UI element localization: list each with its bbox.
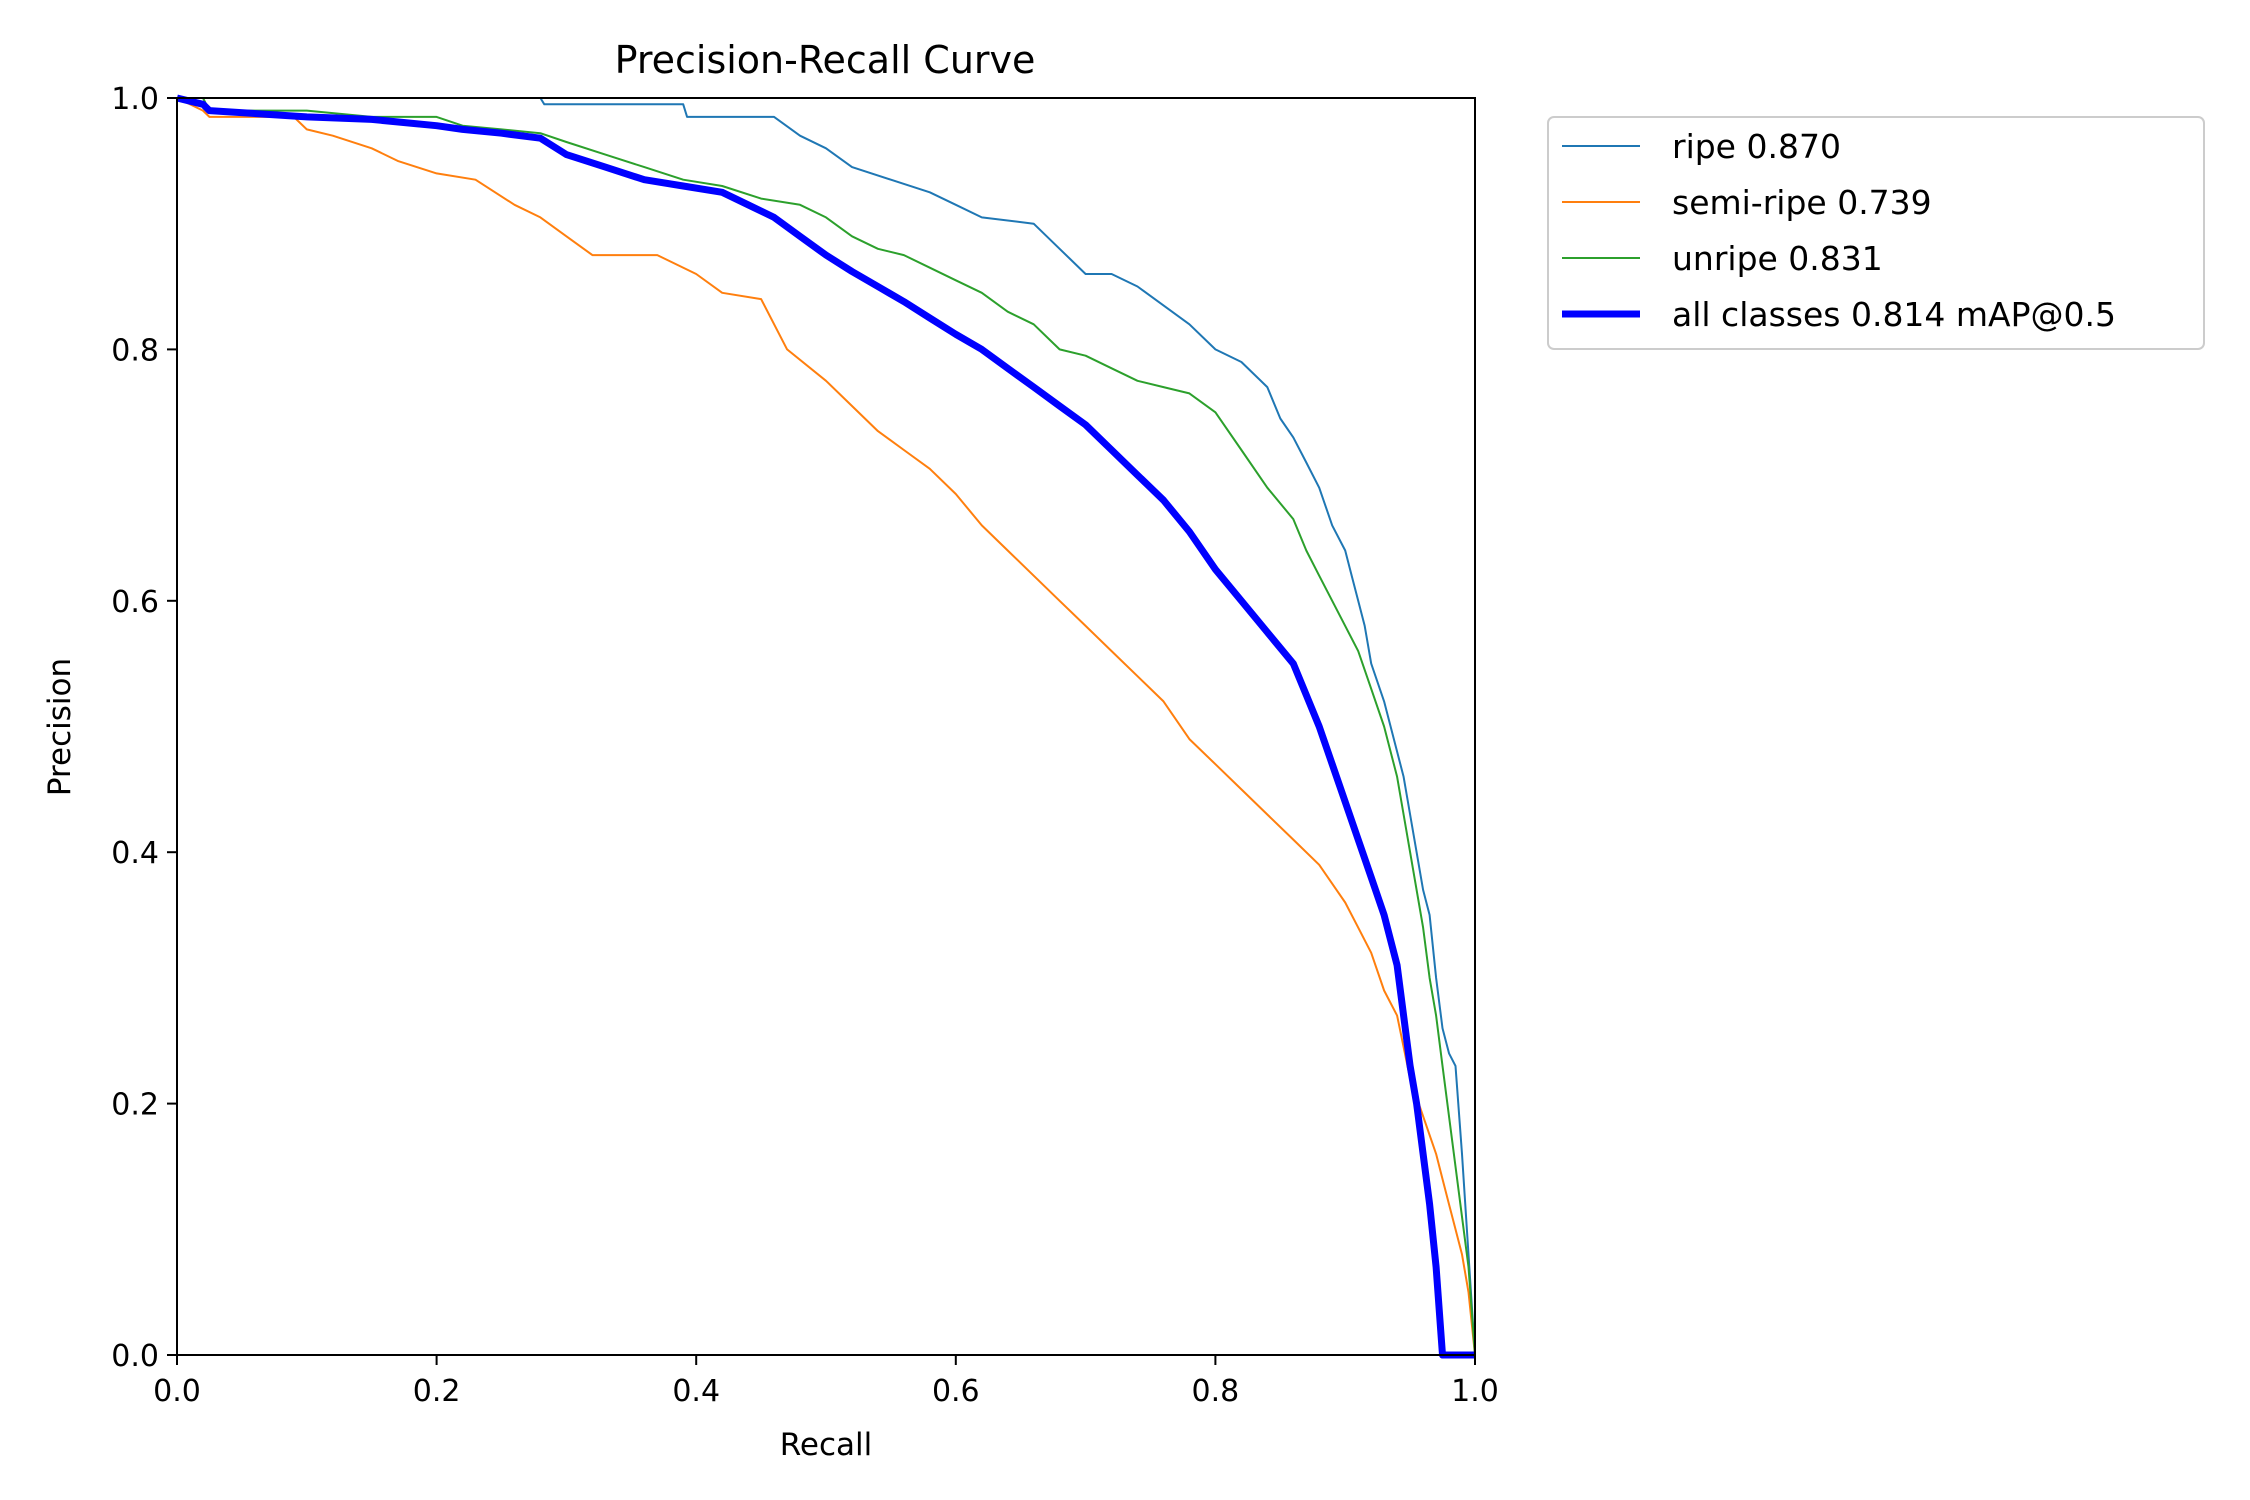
plot-frame [176, 97, 1476, 1356]
y-axis-title: Precision [42, 658, 78, 796]
legend-box [1547, 116, 2205, 350]
series-line-1 [176, 97, 1476, 1356]
y-tick-label: 1.0 [111, 82, 159, 117]
y-tick-label: 0.4 [111, 836, 159, 871]
legend-label-2: unripe 0.831 [1672, 239, 1883, 278]
series-line-2 [177, 97, 1476, 1356]
legend-label-0: ripe 0.870 [1672, 127, 1841, 166]
x-tick-label: 0.6 [932, 1374, 980, 1409]
series-line-3 [176, 94, 1475, 1359]
x-axis: 0.0 0.2 0.4 0.6 0.8 1.0 [153, 1355, 1499, 1409]
legend-label-1: semi-ripe 0.739 [1672, 183, 1932, 222]
y-tick-label: 0.8 [111, 333, 159, 368]
x-tick-label: 0.2 [413, 1374, 461, 1409]
legend: ripe 0.870 semi-ripe 0.739 unripe 0.831 all… [1547, 116, 2205, 350]
x-tick-label: 0.0 [153, 1374, 201, 1409]
y-tick-label: 0.2 [111, 1088, 159, 1123]
x-tick-label: 1.0 [1451, 1374, 1499, 1409]
chart-title: Precision-Recall Curve [615, 38, 1036, 82]
legend-label-3: all classes 0.814 mAP@0.5 [1672, 295, 2116, 334]
y-tick-label: 0.0 [111, 1339, 159, 1374]
x-tick-label: 0.4 [672, 1374, 720, 1409]
y-axis: 0.0 0.2 0.4 0.6 0.8 1.0 [111, 82, 177, 1374]
series-line-0 [177, 97, 1476, 1356]
x-tick-label: 0.8 [1192, 1374, 1240, 1409]
x-axis-title: Recall [780, 1427, 873, 1463]
plot-area [176, 94, 1476, 1359]
y-tick-label: 0.6 [111, 585, 159, 620]
